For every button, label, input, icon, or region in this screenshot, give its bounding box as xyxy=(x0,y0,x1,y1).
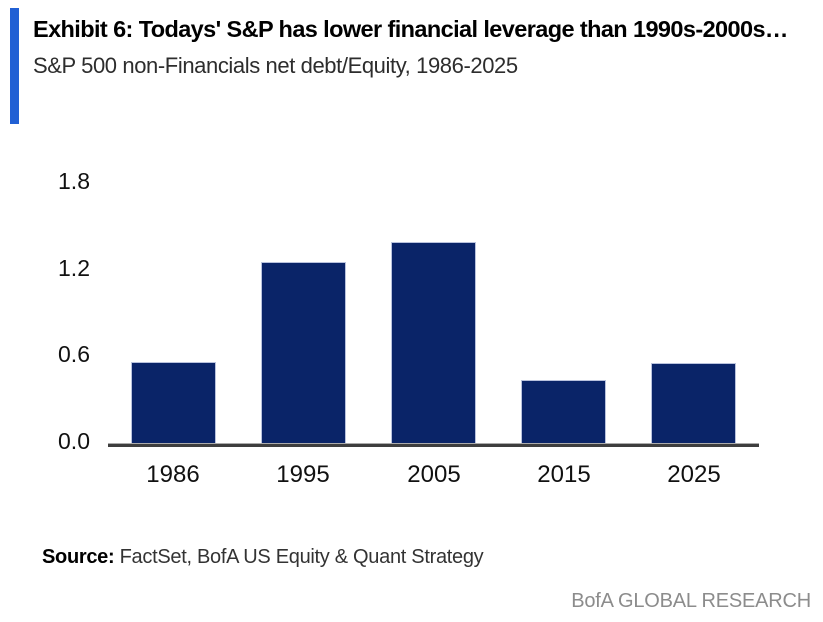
exhibit-title: Exhibit 6: Todays' S&P has lower financi… xyxy=(33,16,788,42)
y-axis-tick-1.8: 1.8 xyxy=(58,168,90,194)
bar-2015 xyxy=(521,380,606,444)
x-axis-line-highlight xyxy=(108,443,759,444)
x-axis-tick-1986: 1986 xyxy=(146,461,200,488)
bar-1986 xyxy=(131,362,216,444)
source-label: Source: xyxy=(42,546,115,568)
exhibit-subtitle: S&P 500 non-Financials net debt/Equity, … xyxy=(33,53,518,78)
title-accent-bar xyxy=(10,8,19,124)
brand-footer: BofA GLOBAL RESEARCH xyxy=(571,590,811,612)
x-axis-tick-2015: 2015 xyxy=(537,461,591,488)
y-axis-tick-0.0: 0.0 xyxy=(58,428,90,454)
y-axis-tick-1.2: 1.2 xyxy=(58,254,90,281)
x-axis-tick-1995: 1995 xyxy=(276,461,330,488)
y-axis-tick-0.6: 0.6 xyxy=(58,341,90,368)
bar-2025 xyxy=(651,363,736,444)
bar-2005 xyxy=(391,242,476,444)
x-axis-line xyxy=(108,444,759,447)
x-axis-tick-2005: 2005 xyxy=(407,461,461,488)
bar-1995 xyxy=(261,262,346,444)
exhibit-header: Exhibit 6: Todays' S&P has lower financi… xyxy=(33,14,819,79)
source-text: FactSet, BofA US Equity & Quant Strategy xyxy=(114,546,484,568)
source-line: Source: FactSet, BofA US Equity & Quant … xyxy=(42,546,484,569)
x-axis-tick-2025: 2025 xyxy=(667,461,721,488)
